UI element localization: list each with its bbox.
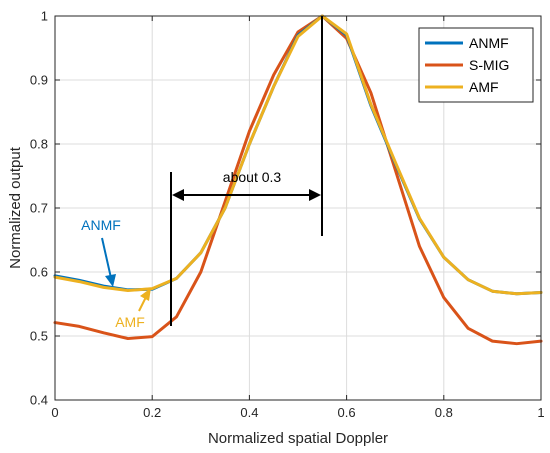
series-line-amf — [53, 14, 543, 296]
legend: ANMF S-MIG AMF — [418, 27, 534, 103]
legend-label-s-mig: S-MIG — [469, 57, 509, 73]
anmf-annotation-arrow — [101, 237, 112, 279]
x-tick-labels: 0 0.2 0.4 0.6 0.8 1 — [51, 405, 544, 420]
anmf-annotation-label: ANMF — [81, 217, 121, 233]
anmf-annotation-arrowhead — [105, 274, 116, 287]
y-tick-label: 0.9 — [30, 73, 48, 88]
x-axis-title: Normalized spatial Doppler — [208, 430, 388, 447]
axis-ticks — [54, 15, 542, 401]
width-arrow-left-head — [172, 189, 184, 201]
x-tick-label: 1 — [537, 405, 544, 420]
y-tick-labels: 0.4 0.5 0.6 0.7 0.8 0.9 1 — [30, 9, 48, 408]
width-annotation-label: about 0.3 — [223, 169, 282, 185]
series-line-s-mig — [53, 14, 543, 346]
annotations: about 0.3 ANMF AMF — [81, 16, 323, 330]
amf-annotation-label: AMF — [115, 314, 145, 330]
y-tick-label: 0.7 — [30, 201, 48, 216]
y-tick-label: 1 — [41, 9, 48, 24]
x-tick-label: 0.6 — [338, 405, 356, 420]
y-tick-label: 0.8 — [30, 137, 48, 152]
amf-annotation-arrow — [138, 296, 147, 312]
y-axis-title: Normalized output — [7, 146, 24, 269]
x-tick-label: 0.2 — [143, 405, 161, 420]
legend-label-amf: AMF — [469, 79, 499, 95]
grid — [54, 15, 542, 401]
amf-annotation-arrowhead — [140, 288, 151, 301]
y-tick-label: 0.6 — [30, 265, 48, 280]
legend-label-anmf: ANMF — [469, 35, 509, 51]
y-tick-label: 0.5 — [30, 329, 48, 344]
series-lines — [53, 14, 543, 346]
x-tick-label: 0.4 — [240, 405, 258, 420]
x-tick-label: 0 — [51, 405, 58, 420]
width-arrow-right-head — [309, 189, 321, 201]
x-tick-label: 0.8 — [435, 405, 453, 420]
y-tick-label: 0.4 — [30, 393, 48, 408]
